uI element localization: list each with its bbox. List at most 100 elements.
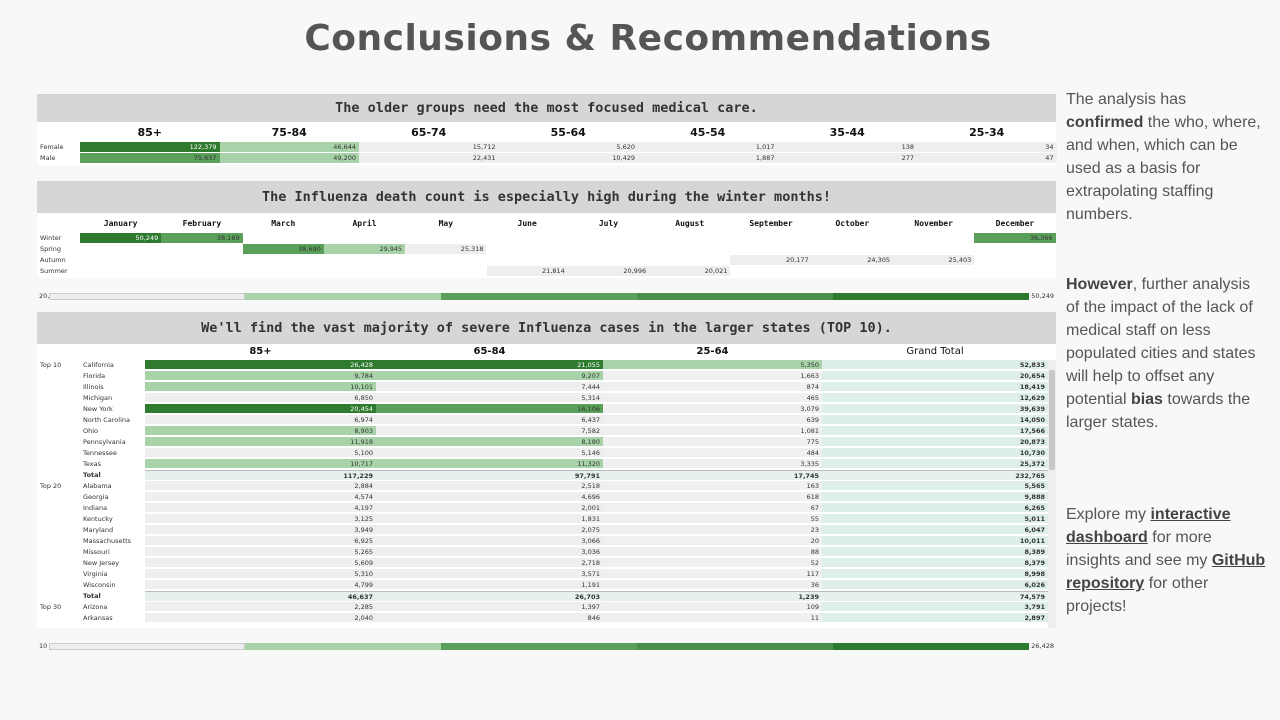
month-value-cell: 20,996: [567, 266, 650, 276]
state-value-cell: 10,730: [822, 448, 1048, 458]
age-value-cell: 46,644: [219, 142, 359, 152]
total-label: Total: [83, 471, 101, 479]
month-column-header: October: [835, 219, 870, 228]
state-value-cell: 36: [603, 580, 822, 590]
state-value-cell: 23: [603, 525, 822, 535]
state-value-cell: 6,437: [376, 415, 603, 425]
conclusion-text: The analysis has confirmed the who, wher…: [1066, 91, 1261, 223]
state-value-cell: 12,629: [822, 393, 1048, 403]
month-value-cell: 50,249: [80, 233, 162, 243]
state-value-cell: 3,066: [376, 536, 603, 546]
legend-color-bar: [637, 643, 833, 650]
month-column-header: February: [182, 219, 222, 228]
month-value-cell: 24,305: [811, 255, 893, 265]
state-name: New York: [83, 405, 113, 413]
month-column-header: December: [995, 219, 1035, 228]
state-panel-title: We'll find the vast majority of severe I…: [37, 312, 1056, 344]
legend-color-bar: [245, 643, 441, 650]
state-value-cell: 1,191: [376, 580, 603, 590]
age-column-header: 35-44: [829, 126, 865, 139]
group-total-cell: 26,703: [376, 591, 603, 601]
state-name: Massachusetts: [83, 537, 132, 545]
month-column-header: June: [517, 219, 537, 228]
state-value-cell: 6,850: [145, 393, 376, 403]
month-value-cell: 29,945: [323, 244, 406, 254]
state-name: Illinois: [83, 383, 104, 391]
state-value-cell: 2,001: [376, 503, 603, 513]
group-total-cell: 46,637: [145, 591, 376, 601]
month-column-header: September: [749, 219, 793, 228]
state-name: Michigan: [83, 394, 113, 402]
state-value-cell: 25,372: [822, 459, 1048, 469]
state-value-cell: 3,571: [376, 569, 603, 579]
state-name: Arkansas: [83, 614, 113, 622]
state-value-cell: 3,125: [145, 514, 376, 524]
state-value-cell: 2,518: [376, 481, 603, 491]
month-column-header: July: [598, 219, 619, 228]
state-name: Tennessee: [83, 449, 117, 457]
interactive-dashboard-link[interactable]: interactive dashboard: [1066, 506, 1231, 546]
state-name: Texas: [83, 460, 101, 468]
state-value-cell: 4,696: [376, 492, 603, 502]
github-repository-link[interactable]: GitHub repository: [1066, 552, 1266, 592]
legend-color-bar: [49, 643, 245, 650]
state-value-cell: 4,574: [145, 492, 376, 502]
state-name: Alabama: [83, 482, 112, 490]
state-value-cell: 117: [603, 569, 822, 579]
state-value-cell: 14,050: [822, 415, 1048, 425]
state-value-cell: 5,350: [603, 360, 822, 370]
group-total-cell: 17,745: [603, 470, 822, 480]
state-column-header: 25-64: [696, 346, 729, 357]
state-name: Ohio: [83, 427, 99, 435]
state-value-cell: 17,566: [822, 426, 1048, 436]
state-name: Maryland: [83, 526, 114, 534]
state-value-cell: 88: [603, 547, 822, 557]
age-row-label: Male: [40, 154, 56, 162]
state-value-cell: 484: [603, 448, 822, 458]
age-value-cell: 47: [917, 153, 1057, 163]
state-name: Kentucky: [83, 515, 113, 523]
month-column-header: May: [438, 219, 454, 228]
explore-text: Explore my interactive dashboard for mor…: [1066, 506, 1266, 615]
season-row-label: Autumn: [40, 256, 66, 264]
state-value-cell: 2,884: [145, 481, 376, 491]
state-table-scrollbar[interactable]: [1048, 360, 1056, 628]
state-name: California: [83, 361, 114, 369]
group-total-cell: 97,791: [376, 470, 603, 480]
state-value-cell: 26,428: [145, 360, 376, 370]
state-value-cell: 5,565: [822, 481, 1048, 491]
state-value-cell: 5,100: [145, 448, 376, 458]
state-value-cell: 6,265: [822, 503, 1048, 513]
scrollbar-thumb[interactable]: [1049, 370, 1055, 470]
age-group-panel: The older groups need the most focused m…: [37, 94, 1057, 165]
age-column-header: 45-54: [690, 126, 726, 139]
month-value-cell: 38,169: [161, 233, 243, 243]
age-column-header: 25-34: [969, 126, 1005, 139]
age-panel-title: The older groups need the most focused m…: [37, 94, 1056, 122]
state-value-cell: 21,055: [376, 360, 603, 370]
month-panel-title: The Influenza death count is especially …: [37, 181, 1056, 213]
group-label: Top 10: [40, 361, 62, 369]
state-name: Florida: [83, 372, 106, 380]
state-value-cell: 39,639: [822, 404, 1048, 414]
state-value-cell: 1,663: [603, 371, 822, 381]
state-name: Georgia: [83, 493, 109, 501]
state-column-header: Grand Total: [906, 346, 964, 357]
state-value-cell: 2,718: [376, 558, 603, 568]
state-value-cell: 11: [603, 613, 822, 623]
month-panel: The Influenza death count is especially …: [37, 181, 1056, 278]
month-value-cell: 20,177: [730, 255, 812, 265]
month-value-cell: 20,021: [649, 266, 731, 276]
state-value-cell: 1,831: [376, 514, 603, 524]
total-label: Total: [83, 592, 101, 600]
age-value-cell: 138: [777, 142, 917, 152]
age-column-header: 65-74: [411, 126, 447, 139]
state-value-cell: 9,207: [376, 371, 603, 381]
month-value-cell: 36,366: [974, 233, 1056, 243]
state-value-cell: 5,314: [376, 393, 603, 403]
state-column-header: 85+: [249, 346, 272, 357]
month-legend-max: 50,249: [1031, 292, 1054, 300]
legend-color-bar: [833, 643, 1029, 650]
state-value-cell: 8,903: [145, 426, 376, 436]
state-value-cell: 10,717: [145, 459, 376, 469]
